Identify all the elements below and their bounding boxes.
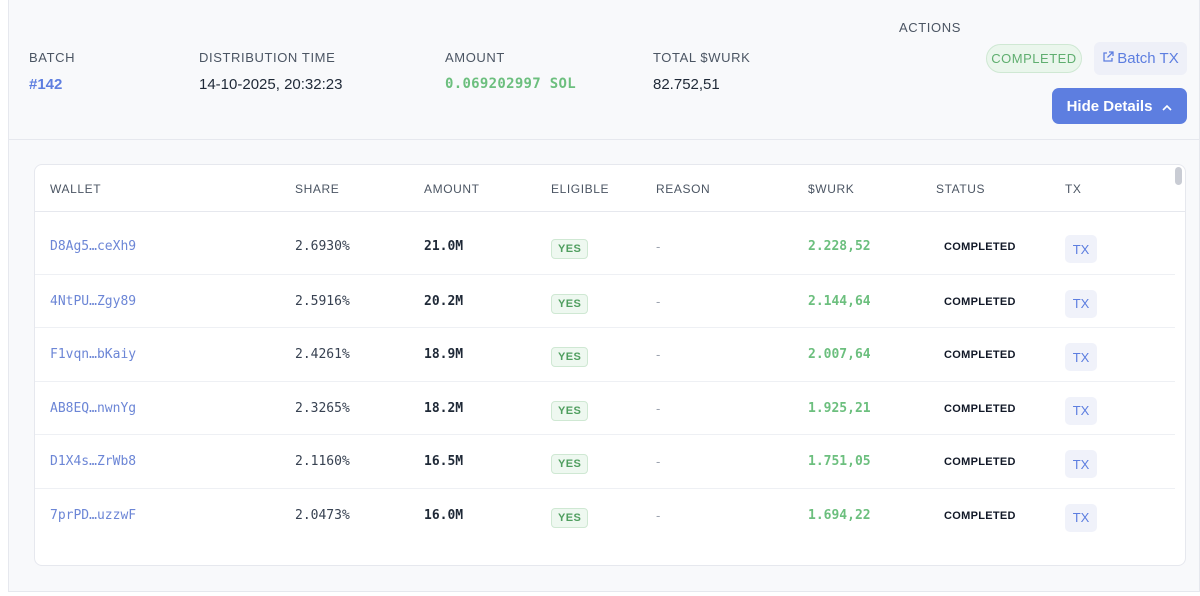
amount-value: 20.2M (424, 293, 464, 309)
total-wurk-label: TOTAL $WURK (653, 50, 751, 65)
eligible-badge: YES (551, 400, 589, 421)
wallet-link[interactable]: AB8EQ…nwnYg (50, 400, 137, 416)
batch-number: #142 (29, 76, 63, 93)
amount-value: 16.0M (424, 507, 464, 523)
share-value: 2.6930% (295, 239, 350, 254)
tx-button[interactable]: TX (1065, 289, 1097, 318)
wurk-value: 1.925,21 (808, 400, 871, 416)
amount-column: AMOUNT 0.069202997 SOL (445, 50, 576, 92)
wurk-value: 2.228,52 (808, 239, 871, 254)
eligible-badge: YES (551, 293, 589, 314)
wurk-value: 2.007,64 (808, 347, 871, 363)
distribution-table[interactable]: WALLET SHARE AMOUNT ELIGIBLE REASON $WUR… (34, 164, 1186, 566)
batch-tx-button[interactable]: Batch TX (1094, 42, 1187, 75)
reason-value: - (656, 454, 661, 470)
column-header-wallet: WALLET (50, 182, 102, 196)
tx-button[interactable]: TX (1065, 503, 1097, 532)
column-header-wurk: $WURK (808, 182, 855, 196)
wallet-link[interactable]: D1X4s…ZrWb8 (50, 454, 137, 470)
reason-value: - (656, 400, 661, 416)
status-value: COMPLETED (944, 295, 1016, 308)
amount-value: 18.9M (424, 347, 464, 363)
eligible-cell: YES (551, 347, 589, 368)
hide-details-button[interactable]: Hide Details (1052, 88, 1187, 124)
share-value: 2.0473% (295, 507, 350, 523)
status-value: COMPLETED (944, 456, 1016, 469)
wurk-value: 1.751,05 (808, 454, 871, 470)
column-header-amount: AMOUNT (424, 182, 480, 196)
table-row: D1X4s…ZrWb8 2.1160% 16.5M YES - 1.751,05… (35, 434, 1175, 488)
total-wurk-column: TOTAL $WURK 82.752,51 (653, 50, 750, 93)
status-value: COMPLETED (944, 509, 1016, 522)
amount-label: AMOUNT (445, 50, 505, 65)
table-header: WALLET SHARE AMOUNT ELIGIBLE REASON $WUR… (35, 165, 1185, 212)
wurk-value: 2.144,64 (808, 293, 871, 309)
table-body: D8Ag5…ceXh9 2.6930% 21.0M YES - 2.228,52… (35, 220, 1175, 542)
table-row: AB8EQ…nwnYg 2.3265% 18.2M YES - 1.925,21… (35, 380, 1175, 435)
table-scrollbar[interactable] (1175, 167, 1182, 185)
distribution-time-label: DISTRIBUTION TIME (199, 50, 336, 65)
reason-value: - (656, 293, 661, 309)
distribution-time-value: 14-10-2025, 20:32:23 (199, 76, 343, 93)
tx-button[interactable]: TX (1065, 235, 1097, 263)
wallet-link[interactable]: F1vqn…bKaiy (50, 347, 137, 363)
share-value: 2.3265% (295, 400, 350, 416)
eligible-cell: YES (551, 400, 589, 421)
table-row: F1vqn…bKaiy 2.4261% 18.9M YES - 2.007,64… (35, 327, 1175, 381)
share-value: 2.1160% (295, 454, 350, 470)
eligible-badge: YES (551, 454, 589, 475)
table-row: 4NtPU…Zgy89 2.5916% 20.2M YES - 2.144,64… (35, 273, 1175, 328)
chevron-up-icon (1162, 98, 1173, 115)
table-row: 7prPD…uzzwF 2.0473% 16.0M YES - 1.694,22… (35, 487, 1175, 542)
share-value: 2.4261% (295, 347, 350, 363)
column-header-share: SHARE (295, 182, 340, 196)
actions-label: ACTIONS (899, 20, 961, 35)
column-header-eligible: ELIGIBLE (551, 182, 610, 196)
eligible-cell: YES (551, 239, 589, 259)
amount-value: 18.2M (424, 400, 464, 416)
batch-panel: BATCH #142 DISTRIBUTION TIME 14-10-2025,… (8, 0, 1200, 592)
column-header-reason: REASON (656, 182, 711, 196)
tx-button[interactable]: TX (1065, 343, 1097, 372)
wallet-link[interactable]: 7prPD…uzzwF (50, 507, 137, 523)
status-badge: COMPLETED (986, 44, 1082, 73)
batch-tx-label: Batch TX (1117, 50, 1179, 67)
reason-value: - (656, 347, 661, 363)
table-row: D8Ag5…ceXh9 2.6930% 21.0M YES - 2.228,52… (35, 220, 1175, 274)
hide-details-label: Hide Details (1066, 97, 1153, 115)
batch-column: BATCH #142 (29, 50, 75, 93)
share-value: 2.5916% (295, 293, 350, 309)
column-header-tx: TX (1065, 182, 1082, 196)
wurk-value: 1.694,22 (808, 507, 871, 523)
tx-button[interactable]: TX (1065, 450, 1097, 479)
amount-value: 21.0M (424, 239, 464, 254)
eligible-badge: YES (551, 347, 589, 368)
status-value: COMPLETED (944, 402, 1016, 415)
eligible-cell: YES (551, 293, 589, 314)
amount-value: 16.5M (424, 454, 464, 470)
reason-value: - (656, 507, 661, 523)
external-link-icon (1102, 50, 1114, 67)
eligible-badge: YES (551, 507, 589, 528)
status-value: COMPLETED (944, 349, 1016, 362)
eligible-cell: YES (551, 507, 589, 528)
column-header-status: STATUS (936, 182, 986, 196)
status-value: COMPLETED (944, 241, 1016, 253)
batch-header: BATCH #142 DISTRIBUTION TIME 14-10-2025,… (9, 0, 1199, 140)
wallet-link[interactable]: 4NtPU…Zgy89 (50, 293, 137, 309)
tx-button[interactable]: TX (1065, 396, 1097, 425)
total-wurk-value: 82.752,51 (653, 76, 720, 93)
reason-value: - (656, 239, 661, 254)
batch-label: BATCH (29, 50, 76, 65)
eligible-cell: YES (551, 454, 589, 475)
eligible-badge: YES (551, 239, 589, 259)
amount-value: 0.069202997 SOL (445, 76, 576, 92)
wallet-link[interactable]: D8Ag5…ceXh9 (50, 239, 137, 254)
distribution-time-column: DISTRIBUTION TIME 14-10-2025, 20:32:23 (199, 50, 342, 93)
